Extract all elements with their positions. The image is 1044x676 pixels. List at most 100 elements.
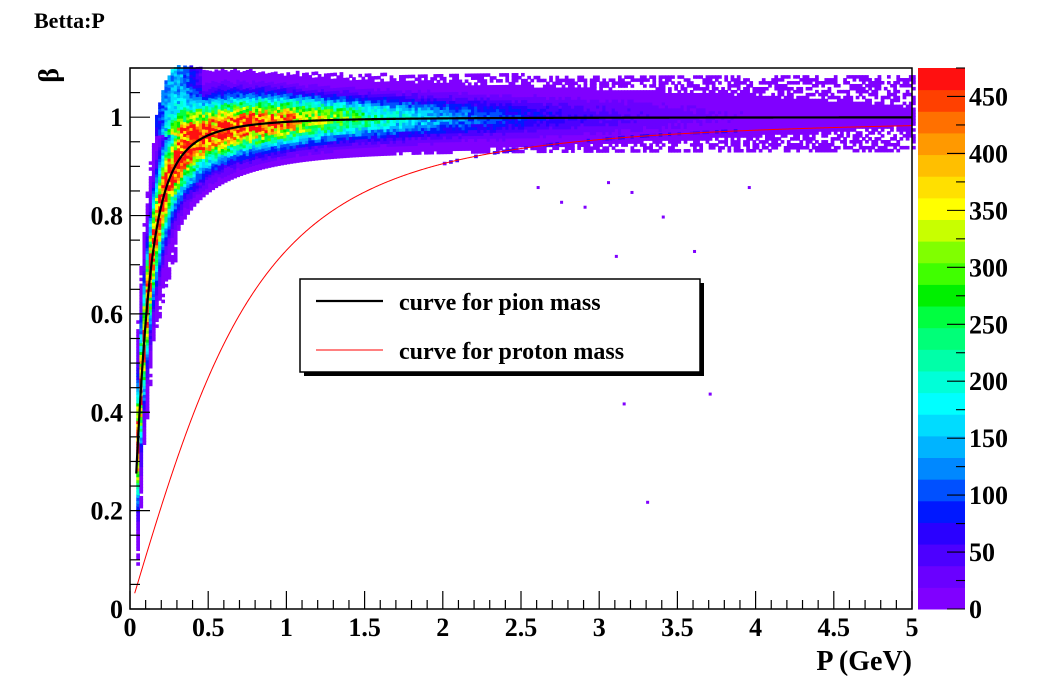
heat-cell xyxy=(208,144,212,149)
heat-cell xyxy=(592,131,597,136)
heat-cell xyxy=(373,93,378,98)
heat-cell xyxy=(445,150,450,155)
heat-cell xyxy=(427,118,431,123)
heat-cell xyxy=(502,99,506,104)
heat-cell xyxy=(298,99,303,104)
heat-cell xyxy=(605,96,610,100)
heat-cell xyxy=(264,114,269,119)
heat-cell xyxy=(277,103,281,107)
heat-cell xyxy=(611,122,616,127)
heat-cell xyxy=(389,101,394,106)
heat-cell xyxy=(414,92,419,96)
heat-cell xyxy=(546,137,550,142)
heat-cell xyxy=(424,127,428,131)
heat-cell xyxy=(436,130,441,134)
heat-cell xyxy=(208,85,212,90)
heat-cell xyxy=(614,119,619,124)
heat-cell xyxy=(145,271,150,275)
heat-cell xyxy=(226,142,231,146)
heat-cell xyxy=(277,112,281,116)
heat-cell xyxy=(402,122,406,126)
heat-cell xyxy=(277,156,281,161)
heat-cell xyxy=(508,105,513,110)
heat-cell xyxy=(161,96,166,100)
heat-cell xyxy=(555,102,560,106)
heat-cell xyxy=(452,123,456,128)
heat-cell xyxy=(139,351,144,355)
heat-cell xyxy=(580,78,585,83)
heat-cell xyxy=(427,83,431,87)
heat-cell xyxy=(273,71,278,76)
heat-cell xyxy=(151,305,156,309)
heat-cell xyxy=(433,85,438,90)
heat-cell xyxy=(508,143,513,148)
heat-cell xyxy=(164,151,169,155)
heat-cell xyxy=(167,255,172,259)
heat-cell xyxy=(527,75,531,80)
heat-cell xyxy=(389,84,394,88)
heat-cell xyxy=(439,106,444,110)
heat-cell xyxy=(486,150,491,154)
heat-cell xyxy=(411,145,416,150)
heat-cell xyxy=(317,85,322,90)
heat-cell xyxy=(567,137,572,142)
heat-cell xyxy=(308,137,313,141)
heat-cell xyxy=(286,116,291,121)
heat-cell xyxy=(264,129,269,134)
heat-cell xyxy=(267,114,272,118)
heat-cell xyxy=(280,73,284,77)
heat-cell xyxy=(330,78,334,83)
heat-cell xyxy=(292,139,297,143)
heat-cell xyxy=(145,333,150,337)
heat-cell xyxy=(477,150,481,154)
heat-cell xyxy=(452,120,456,125)
heat-cell xyxy=(173,137,178,142)
heat-cell xyxy=(521,149,525,154)
heat-cell xyxy=(258,86,262,91)
heat-cell xyxy=(436,147,441,152)
heat-cell xyxy=(226,171,231,176)
heat-cell xyxy=(302,99,306,104)
heat-cell xyxy=(217,126,222,131)
heat-cell xyxy=(355,79,359,84)
heat-cell xyxy=(355,91,359,96)
heat-cell xyxy=(195,196,200,201)
heat-cell xyxy=(305,113,309,118)
heat-cell xyxy=(236,120,241,125)
heat-cell xyxy=(280,150,284,154)
heat-cell xyxy=(308,92,313,97)
heat-cell xyxy=(617,149,622,153)
heat-cell xyxy=(477,126,481,131)
heat-cell xyxy=(142,258,147,263)
heat-cell xyxy=(264,79,269,84)
heat-cell xyxy=(142,264,147,268)
heat-cell xyxy=(495,99,500,104)
heat-cell xyxy=(502,138,506,142)
heat-cell xyxy=(211,77,216,81)
heat-cell xyxy=(542,137,547,142)
heat-cell xyxy=(302,78,306,83)
heat-cell xyxy=(339,110,344,115)
heat-cell xyxy=(602,107,607,112)
heat-cell xyxy=(158,223,162,227)
heat-cell xyxy=(151,207,156,212)
heat-cell xyxy=(395,86,400,91)
heat-cell xyxy=(608,134,613,139)
heat-cell xyxy=(480,76,485,80)
heat-cell xyxy=(386,119,391,124)
heat-cell xyxy=(361,106,366,110)
heat-cell xyxy=(467,91,472,95)
heat-cell xyxy=(505,132,510,136)
heat-cell xyxy=(486,120,491,125)
heat-cell xyxy=(492,105,497,110)
heat-cell xyxy=(186,164,191,168)
heat-cell xyxy=(402,110,406,114)
heat-cell xyxy=(617,101,622,106)
heat-cell xyxy=(589,99,594,103)
heat-cell xyxy=(233,95,237,99)
heat-cell xyxy=(201,181,206,186)
heat-cell xyxy=(155,286,159,290)
heat-cell xyxy=(145,365,150,370)
heat-cell xyxy=(608,78,613,82)
heat-cell xyxy=(530,78,535,83)
